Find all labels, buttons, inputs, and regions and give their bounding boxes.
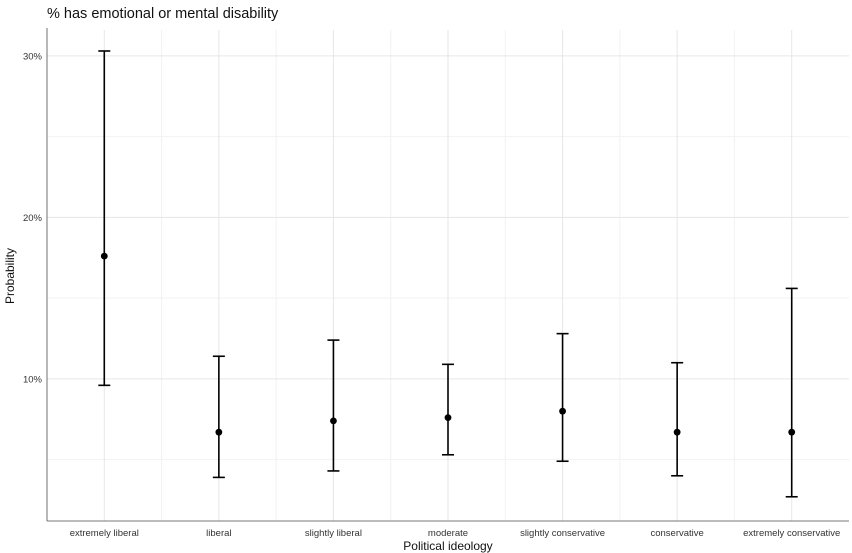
x-tick-label: extremely conservative	[743, 528, 840, 539]
y-tick-label: 20%	[23, 213, 43, 224]
point-estimate	[788, 428, 796, 436]
y-axis-title: Probability	[3, 248, 17, 304]
error-bar-group	[785, 287, 798, 498]
x-tick-label: liberal	[206, 528, 231, 539]
point-estimate	[673, 428, 681, 436]
marks-layer	[98, 50, 798, 498]
x-tick-label: slightly conservative	[520, 528, 605, 539]
y-tick-label: 10%	[23, 374, 43, 385]
axis-layer	[46, 28, 849, 522]
error-bar-group	[671, 361, 684, 477]
x-tick-label: conservative	[650, 528, 703, 539]
point-estimate	[559, 407, 566, 415]
x-tick-label: extremely liberal	[70, 528, 139, 539]
error-bar-group	[212, 355, 225, 479]
point-estimate	[100, 252, 108, 260]
error-bar-group	[327, 339, 340, 472]
error-bar-group	[98, 50, 111, 387]
error-bar-group	[556, 332, 569, 463]
x-axis-title: Political ideology	[403, 539, 492, 553]
point-estimate	[330, 417, 337, 425]
error-bar-group	[442, 363, 454, 456]
labels-layer: 10% 20% 30% extremely liberal liberal slightl…	[23, 51, 840, 539]
point-estimate	[444, 414, 452, 422]
x-tick-label: moderate	[428, 528, 468, 539]
y-tick-label: 30%	[23, 51, 43, 62]
point-estimate	[215, 428, 223, 436]
x-tick-label: slightly liberal	[305, 528, 362, 539]
chart-title: % has emotional or mental disability	[47, 6, 279, 22]
